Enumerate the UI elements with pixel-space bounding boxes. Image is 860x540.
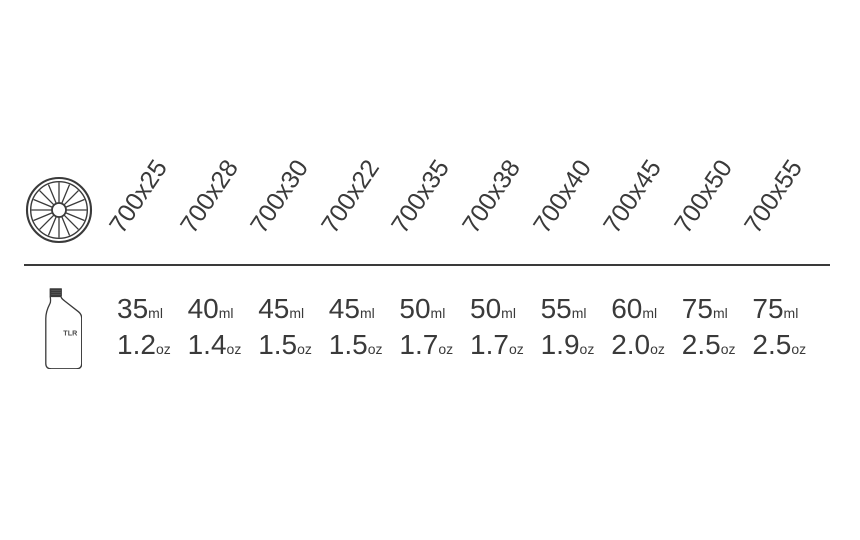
svg-text:TLR: TLR [63,328,78,337]
